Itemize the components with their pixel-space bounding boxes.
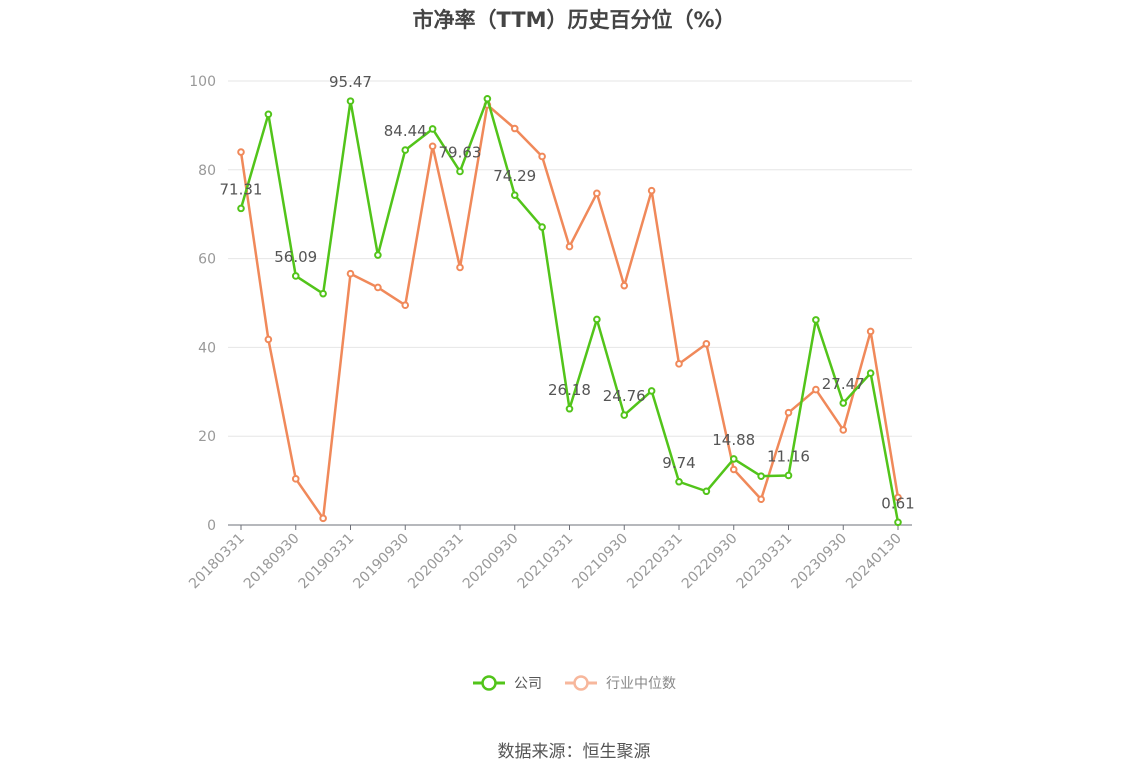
company-data-label: 26.18 — [548, 381, 591, 399]
x-tick-label: 20230930 — [788, 531, 850, 593]
company-data-label: 0.61 — [881, 494, 914, 512]
legend-company-marker-icon — [473, 675, 505, 691]
y-tick-label: 40 — [198, 340, 216, 356]
company-point — [510, 191, 519, 199]
industry-point — [812, 385, 820, 394]
company-data-label: 74.29 — [493, 167, 536, 185]
company-point — [374, 251, 382, 259]
industry-point — [428, 142, 437, 151]
legend-item-industry[interactable]: 行业中位数 — [564, 673, 676, 693]
company-point — [237, 204, 245, 213]
industry-point — [565, 242, 574, 251]
industry-point — [894, 493, 902, 502]
industry-point — [237, 148, 245, 156]
x-tick-label: 20210930 — [569, 531, 631, 593]
company-point — [401, 146, 410, 154]
company-data-label: 24.76 — [603, 387, 646, 405]
legend-item-company[interactable]: 公司 — [472, 673, 542, 693]
industry-point — [510, 124, 519, 133]
x-tick-label: 20220930 — [679, 531, 741, 593]
company-data-label: 56.09 — [274, 248, 317, 266]
company-point — [866, 369, 875, 377]
company-point — [702, 487, 711, 496]
y-tick-label: 60 — [198, 252, 216, 268]
company-point — [346, 97, 355, 105]
industry-point — [593, 189, 601, 198]
x-tick-label: 20200930 — [460, 531, 522, 593]
industry-point — [346, 269, 355, 278]
industry-point — [291, 475, 300, 483]
legend-company-label: 公司 — [514, 676, 542, 692]
company-point — [456, 167, 464, 176]
company-point — [812, 316, 820, 324]
industry-point — [675, 360, 683, 368]
company-point — [620, 411, 629, 419]
y-tick-label: 100 — [189, 74, 216, 90]
company-point — [538, 223, 546, 231]
company-point — [894, 518, 902, 527]
x-tick-label: 20200331 — [405, 531, 467, 593]
company-data-label: 27.47 — [822, 375, 865, 393]
industry-point — [839, 426, 848, 434]
company-data-label: 71.31 — [220, 180, 263, 198]
company-point — [264, 110, 273, 119]
industry-point — [757, 495, 765, 504]
company-data-label: 11.16 — [767, 447, 810, 465]
industry-point — [538, 152, 546, 161]
industry-point — [702, 340, 711, 348]
company-point — [839, 399, 848, 407]
company-point — [675, 477, 683, 486]
x-tick-label: 20230331 — [734, 531, 796, 593]
company-point — [729, 455, 738, 463]
industry-point — [729, 465, 738, 474]
industry-point — [319, 514, 327, 523]
x-tick-label: 20190930 — [350, 531, 412, 593]
company-data-label: 9.74 — [662, 454, 695, 472]
x-tick-label: 20210331 — [515, 531, 577, 593]
company-data-label: 14.88 — [712, 431, 755, 449]
company-point — [319, 289, 327, 298]
x-tick-label: 20190331 — [296, 531, 358, 593]
industry-point — [264, 335, 273, 344]
company-point — [291, 272, 300, 280]
company-point — [593, 315, 601, 324]
x-tick-label: 20180331 — [186, 531, 248, 593]
company-data-label: 79.63 — [439, 143, 482, 161]
industry-point — [620, 281, 629, 290]
line-chart: 0 20 40 60 80 100 2018033120180930201903312019… — [186, 73, 915, 592]
x-tick-label: 20240130 — [843, 531, 905, 593]
company-point — [647, 387, 656, 395]
y-tick-label: 0 — [207, 518, 216, 534]
industry-point — [784, 408, 793, 417]
x-tick-label: 20220331 — [624, 531, 686, 593]
data-labels: 71.31 56.09 95.47 84.44 79.63 74.29 26.18 24.76… — [220, 73, 915, 512]
company-point — [757, 472, 765, 480]
company-point — [565, 404, 574, 413]
legend-industry-label: 行业中位数 — [606, 676, 676, 692]
industry-point — [866, 327, 875, 336]
company-data-label: 84.44 — [384, 122, 427, 140]
y-tick-label: 20 — [198, 429, 216, 445]
company-point — [428, 125, 437, 133]
company-point — [784, 471, 793, 480]
industry-point — [401, 301, 410, 310]
company-point — [483, 94, 492, 103]
company-data-label: 95.47 — [329, 73, 372, 91]
industry-point — [456, 263, 464, 272]
industry-point — [647, 186, 656, 195]
x-tick-label: 20180930 — [241, 531, 303, 593]
legend: 公司 行业中位数 — [0, 673, 1148, 693]
legend-industry-marker-icon — [565, 675, 597, 691]
chart-title: 市净率（TTM）历史百分位（%） — [412, 8, 736, 32]
series-lines — [237, 94, 902, 527]
data-source: 数据来源：恒生聚源 — [497, 742, 651, 762]
y-tick-label: 80 — [198, 163, 216, 179]
axes: 0 20 40 60 80 100 2018033120180930201903312019… — [186, 74, 912, 592]
industry-point — [374, 283, 382, 292]
